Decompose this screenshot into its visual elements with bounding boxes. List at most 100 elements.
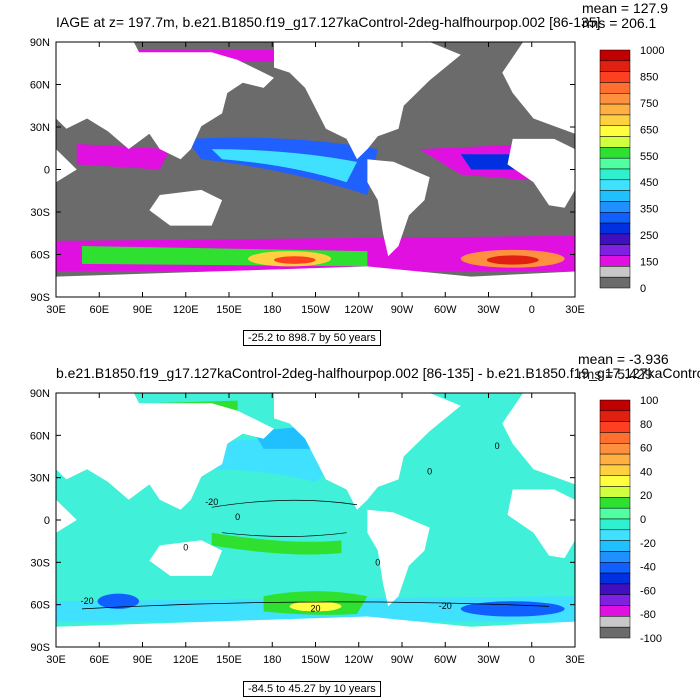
colorbar-swatch bbox=[599, 168, 631, 181]
colorbar-label: 550 bbox=[640, 151, 658, 163]
landmass-1-7 bbox=[56, 266, 575, 297]
colorbar-swatch bbox=[599, 179, 631, 191]
colorbar-swatch bbox=[599, 507, 631, 520]
lat-label: 0 bbox=[44, 165, 50, 177]
southern-hotspot-2-core bbox=[486, 255, 539, 265]
lon-label: 60E bbox=[89, 304, 109, 316]
colorbar-swatch bbox=[599, 475, 631, 487]
diff-cyan-band bbox=[211, 439, 342, 482]
colorbar-swatch bbox=[599, 497, 631, 509]
colorbar-label: 60 bbox=[640, 443, 652, 455]
landmass-2-6 bbox=[56, 499, 77, 533]
lon-label: 30E bbox=[46, 654, 66, 666]
panel1-range-box: -25.2 to 898.7 by 50 years bbox=[243, 330, 381, 346]
diff-indian-blue bbox=[97, 593, 140, 609]
colorbar-swatch bbox=[599, 212, 631, 224]
landmass-2-3 bbox=[507, 489, 575, 559]
colorbar-label: 250 bbox=[640, 230, 658, 242]
lon-label: 90E bbox=[133, 304, 153, 316]
colorbar-swatch bbox=[599, 125, 631, 137]
lon-label: 180 bbox=[263, 654, 281, 666]
contour-label: 0 bbox=[183, 542, 188, 552]
panel2-rms: rms = 5.429 bbox=[578, 366, 653, 382]
contour-label: 0 bbox=[375, 558, 380, 568]
lon-label: 30E bbox=[46, 304, 66, 316]
colorbar-swatch bbox=[599, 421, 631, 433]
landmass-2-0 bbox=[56, 393, 274, 510]
landmass-1-1 bbox=[274, 42, 461, 160]
lat-label: 0 bbox=[44, 515, 50, 527]
colorbar-label: 850 bbox=[640, 71, 658, 83]
landmass-2-2 bbox=[367, 509, 430, 607]
diff-green-band bbox=[211, 532, 342, 555]
colorbar-label: 100 bbox=[640, 395, 658, 407]
colorbar-swatch bbox=[599, 157, 631, 170]
colorbar-label: -60 bbox=[640, 585, 656, 597]
colorbar-swatch bbox=[599, 60, 631, 72]
map-panel-1 bbox=[55, 41, 631, 298]
colorbar-swatch bbox=[599, 136, 631, 148]
colorbar-swatch bbox=[599, 583, 631, 595]
colorbar-swatch bbox=[599, 529, 631, 541]
panel1-mean: mean = 127.9 bbox=[582, 0, 669, 16]
panel2-mean: mean = -3.936 bbox=[578, 351, 669, 367]
lat-label: 60S bbox=[30, 250, 50, 262]
colorbar-swatch bbox=[599, 464, 631, 476]
colorbar-label: 0 bbox=[640, 283, 646, 295]
colorbar-label: -40 bbox=[640, 562, 656, 574]
lon-label: 60E bbox=[89, 654, 109, 666]
colorbar-swatch bbox=[599, 626, 631, 639]
lat-label: 90N bbox=[30, 37, 50, 49]
lon-label: 90W bbox=[391, 304, 414, 316]
colorbar-label: 350 bbox=[640, 204, 658, 216]
colorbar-label: -80 bbox=[640, 609, 656, 621]
contour-label: 0 bbox=[427, 466, 432, 476]
colorbar-swatch bbox=[599, 244, 631, 256]
colorbar-swatch bbox=[599, 114, 631, 126]
colorbar-swatch bbox=[599, 616, 631, 628]
lon-label: 120E bbox=[173, 304, 199, 316]
landmass-1-6 bbox=[56, 149, 77, 183]
colorbar-swatch bbox=[599, 443, 631, 455]
landmass-2-4 bbox=[502, 393, 575, 485]
colorbar-swatch bbox=[599, 562, 631, 574]
colorbar-label: 40 bbox=[640, 466, 652, 478]
colorbar-label: 150 bbox=[640, 257, 658, 269]
contour-label: -20 bbox=[81, 596, 94, 606]
landmass-2-7 bbox=[56, 616, 575, 647]
lat-label: 30N bbox=[30, 122, 50, 134]
colorbar-swatch bbox=[599, 266, 631, 278]
landmass-1-0 bbox=[56, 42, 274, 160]
colorbar-swatch bbox=[599, 147, 631, 159]
colorbar-label: 650 bbox=[640, 124, 658, 136]
colorbar-swatch bbox=[599, 453, 631, 466]
colorbar-swatch bbox=[599, 49, 631, 62]
lat-label: 90S bbox=[30, 642, 50, 654]
colorbar-swatch bbox=[599, 103, 631, 116]
colorbar-swatch bbox=[599, 82, 631, 94]
colorbar-swatch bbox=[599, 399, 631, 412]
colorbar-swatch bbox=[599, 190, 631, 202]
lon-label: 30E bbox=[565, 304, 585, 316]
contour-line-3 bbox=[81, 601, 550, 610]
lon-label: 0 bbox=[529, 654, 535, 666]
colorbar-swatch bbox=[599, 93, 631, 105]
lat-label: 30S bbox=[30, 557, 50, 569]
map-panel-2 bbox=[55, 392, 631, 648]
colorbar-label: 0 bbox=[640, 514, 646, 526]
lon-label: 60W bbox=[434, 654, 457, 666]
contour-label: -20 bbox=[439, 601, 452, 611]
colorbar-label: 750 bbox=[640, 98, 658, 110]
diff-southern-blue bbox=[460, 601, 565, 617]
colorbar-swatch bbox=[599, 594, 631, 606]
colorbar-label: 450 bbox=[640, 177, 658, 189]
contour-label: 20 bbox=[310, 603, 320, 613]
colorbar-swatch bbox=[599, 432, 631, 444]
contour-label: 0 bbox=[235, 512, 240, 522]
pacific-band-inner bbox=[211, 149, 358, 183]
lon-label: 0 bbox=[529, 304, 535, 316]
colorbar-swatch bbox=[599, 255, 631, 267]
landmass-1-5 bbox=[149, 189, 223, 226]
contour-line-2 bbox=[222, 532, 347, 537]
colorbar-swatch bbox=[599, 572, 631, 585]
